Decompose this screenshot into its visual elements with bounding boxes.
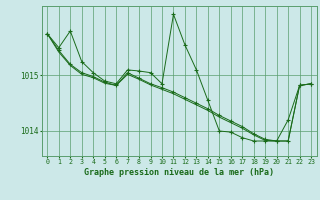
X-axis label: Graphe pression niveau de la mer (hPa): Graphe pression niveau de la mer (hPa) xyxy=(84,168,274,177)
